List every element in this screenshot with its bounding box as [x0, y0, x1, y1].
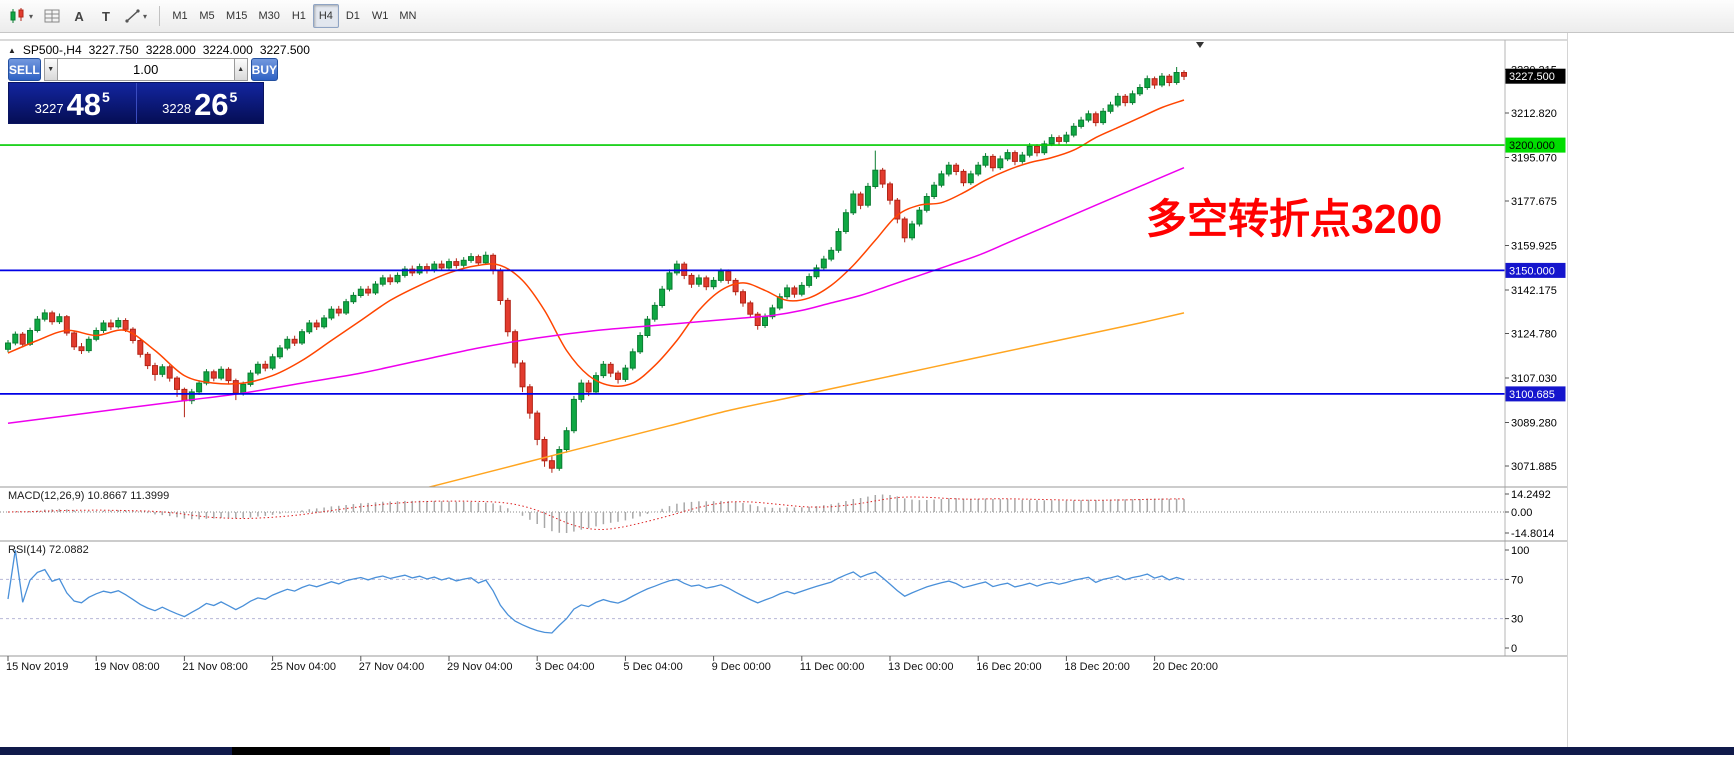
svg-text:3124.780: 3124.780 — [1511, 329, 1557, 341]
dropdown-arrow-icon[interactable]: ▾ — [143, 11, 148, 21]
timeframe-m30-button[interactable]: M30 — [258, 10, 280, 22]
svg-text:0.00: 0.00 — [1511, 507, 1532, 519]
symbol-timeframe-label: SP500-,H4 — [22, 43, 82, 57]
svg-text:21 Nov 08:00: 21 Nov 08:00 — [182, 661, 247, 673]
timeframe-h4-button[interactable]: H4 — [312, 4, 339, 28]
macd-histogram — [14, 494, 1185, 533]
svg-text:11 Dec 00:00: 11 Dec 00:00 — [800, 661, 865, 673]
ask-price-sup: 5 — [229, 89, 238, 105]
dropdown-arrow-icon[interactable]: ▾ — [29, 11, 34, 21]
ohlc-close: 3227.500 — [259, 43, 310, 57]
rsi-line — [7, 549, 1185, 634]
ask-price-prefix: 3228 — [162, 101, 192, 116]
timeframe-m1-button[interactable]: M1 — [172, 10, 188, 22]
symbol-info-bar: ▲ SP500-,H4 3227.750 3228.000 3224.000 3… — [8, 43, 310, 57]
svg-text:30: 30 — [1511, 614, 1523, 626]
fast-ma — [7, 99, 1185, 387]
svg-text:3150.000: 3150.000 — [1509, 265, 1555, 277]
bid-price-prefix: 3227 — [34, 101, 64, 116]
timeframe-w1-button[interactable]: W1 — [371, 10, 389, 22]
svg-text:3100.685: 3100.685 — [1509, 389, 1555, 401]
timeframe-m15-button[interactable]: M15 — [226, 10, 248, 22]
svg-text:25 Nov 04:00: 25 Nov 04:00 — [271, 661, 336, 673]
bid-price-sup: 5 — [102, 89, 110, 105]
ohlc-open: 3227.750 — [88, 43, 139, 57]
svg-text:3159.925: 3159.925 — [1511, 241, 1557, 253]
timeframe-h1-button[interactable]: H1 — [291, 10, 306, 22]
chart-window-right-edge — [1567, 33, 1568, 755]
bid-ask-display: 3227 48 5 3228 26 5 — [8, 82, 264, 124]
buy-button[interactable]: BUY — [250, 58, 279, 81]
ask-price-big: 26 — [194, 87, 229, 123]
trade-panel-controls: SELL ▼ ▲ BUY — [8, 58, 279, 81]
macd-signal-line — [7, 496, 1184, 531]
svg-text:13 Dec 00:00: 13 Dec 00:00 — [888, 661, 953, 673]
candles-layer — [5, 67, 1187, 473]
svg-text:27 Nov 04:00: 27 Nov 04:00 — [359, 661, 424, 673]
timeframe-d1-button[interactable]: D1 — [345, 10, 360, 22]
chart-annotation-text: 多空转折点3200 — [1146, 196, 1443, 242]
ask-price[interactable]: 3228 26 5 — [137, 83, 264, 123]
toolbar: ▾ A T ▾ M1 M5 M15 M30 H1 H4 D1 W1 MN — [0, 0, 1734, 33]
moving-averages-layer — [7, 99, 1185, 487]
medium-ma — [7, 167, 1185, 424]
scroll-shift-marker — [1196, 42, 1204, 48]
svg-text:-14.8014: -14.8014 — [1511, 528, 1554, 540]
toolbar-separator — [159, 6, 161, 26]
svg-text:3227.500: 3227.500 — [1509, 71, 1555, 83]
svg-text:16 Dec 20:00: 16 Dec 20:00 — [976, 661, 1041, 673]
ohlc-high: 3228.000 — [145, 43, 196, 57]
sell-button[interactable]: SELL — [8, 58, 41, 81]
bottom-taskbar-segment — [232, 747, 390, 755]
ohlc-low: 3224.000 — [202, 43, 253, 57]
svg-text:29 Nov 04:00: 29 Nov 04:00 — [447, 661, 512, 673]
volume-input[interactable] — [57, 58, 234, 81]
bid-price[interactable]: 3227 48 5 — [9, 83, 137, 123]
macd-indicator-label: MACD(12,26,9) 10.8667 11.3999 — [8, 490, 169, 502]
svg-text:3212.820: 3212.820 — [1511, 108, 1557, 120]
trade-panel-toggle-icon[interactable]: ▲ — [8, 45, 16, 55]
bottom-taskbar-strip — [0, 747, 1734, 755]
svg-text:70: 70 — [1511, 574, 1523, 586]
svg-text:3 Dec 04:00: 3 Dec 04:00 — [535, 661, 594, 673]
drawing-tools-icon[interactable]: ▾ — [120, 4, 152, 28]
macd-name: MACD(12,26,9) — [8, 490, 85, 502]
macd-values: 10.8667 11.3999 — [87, 490, 170, 502]
svg-text:18 Dec 20:00: 18 Dec 20:00 — [1064, 661, 1129, 673]
svg-text:3089.280: 3089.280 — [1511, 418, 1557, 430]
svg-text:15 Nov 2019: 15 Nov 2019 — [6, 661, 68, 673]
svg-text:3142.175: 3142.175 — [1511, 285, 1557, 297]
svg-text:19 Nov 08:00: 19 Nov 08:00 — [94, 661, 159, 673]
svg-text:3177.675: 3177.675 — [1511, 196, 1557, 208]
horizontal-levels-layer — [0, 144, 1505, 395]
grid-properties-icon[interactable] — [39, 4, 65, 28]
rsi-name: RSI(14) — [8, 544, 46, 556]
timeframe-m5-button[interactable]: M5 — [199, 10, 215, 22]
annotations-tool-icon[interactable]: A — [74, 8, 84, 24]
rsi-indicator-label: RSI(14) 72.0882 — [8, 544, 89, 556]
volume-increase-button[interactable]: ▲ — [233, 58, 248, 81]
svg-text:3195.070: 3195.070 — [1511, 153, 1557, 165]
svg-text:3071.885: 3071.885 — [1511, 461, 1557, 473]
svg-text:100: 100 — [1511, 545, 1529, 557]
slow-ma — [426, 312, 1185, 487]
bid-price-big: 48 — [66, 87, 102, 123]
svg-text:0: 0 — [1511, 643, 1517, 655]
chart-type-icon[interactable]: ▾ — [4, 4, 38, 28]
text-tool-icon[interactable]: T — [102, 8, 110, 24]
timeframe-mn-button[interactable]: MN — [399, 10, 417, 22]
svg-text:3107.030: 3107.030 — [1511, 373, 1557, 385]
one-click-trade-panel: SELL ▼ ▲ BUY 3227 48 5 3228 26 5 — [8, 58, 279, 124]
svg-text:14.2492: 14.2492 — [1511, 489, 1551, 501]
chart-canvas[interactable]: 3230.2153212.8203195.0703177.6753159.925… — [0, 33, 1567, 755]
volume-stepper: ▼ ▲ — [43, 58, 248, 81]
rsi-value: 72.0882 — [48, 544, 89, 556]
svg-text:9 Dec 00:00: 9 Dec 00:00 — [712, 661, 771, 673]
svg-text:3200.000: 3200.000 — [1509, 140, 1555, 152]
volume-decrease-button[interactable]: ▼ — [43, 58, 58, 81]
svg-text:20 Dec 20:00: 20 Dec 20:00 — [1153, 661, 1218, 673]
svg-text:5 Dec 04:00: 5 Dec 04:00 — [623, 661, 682, 673]
